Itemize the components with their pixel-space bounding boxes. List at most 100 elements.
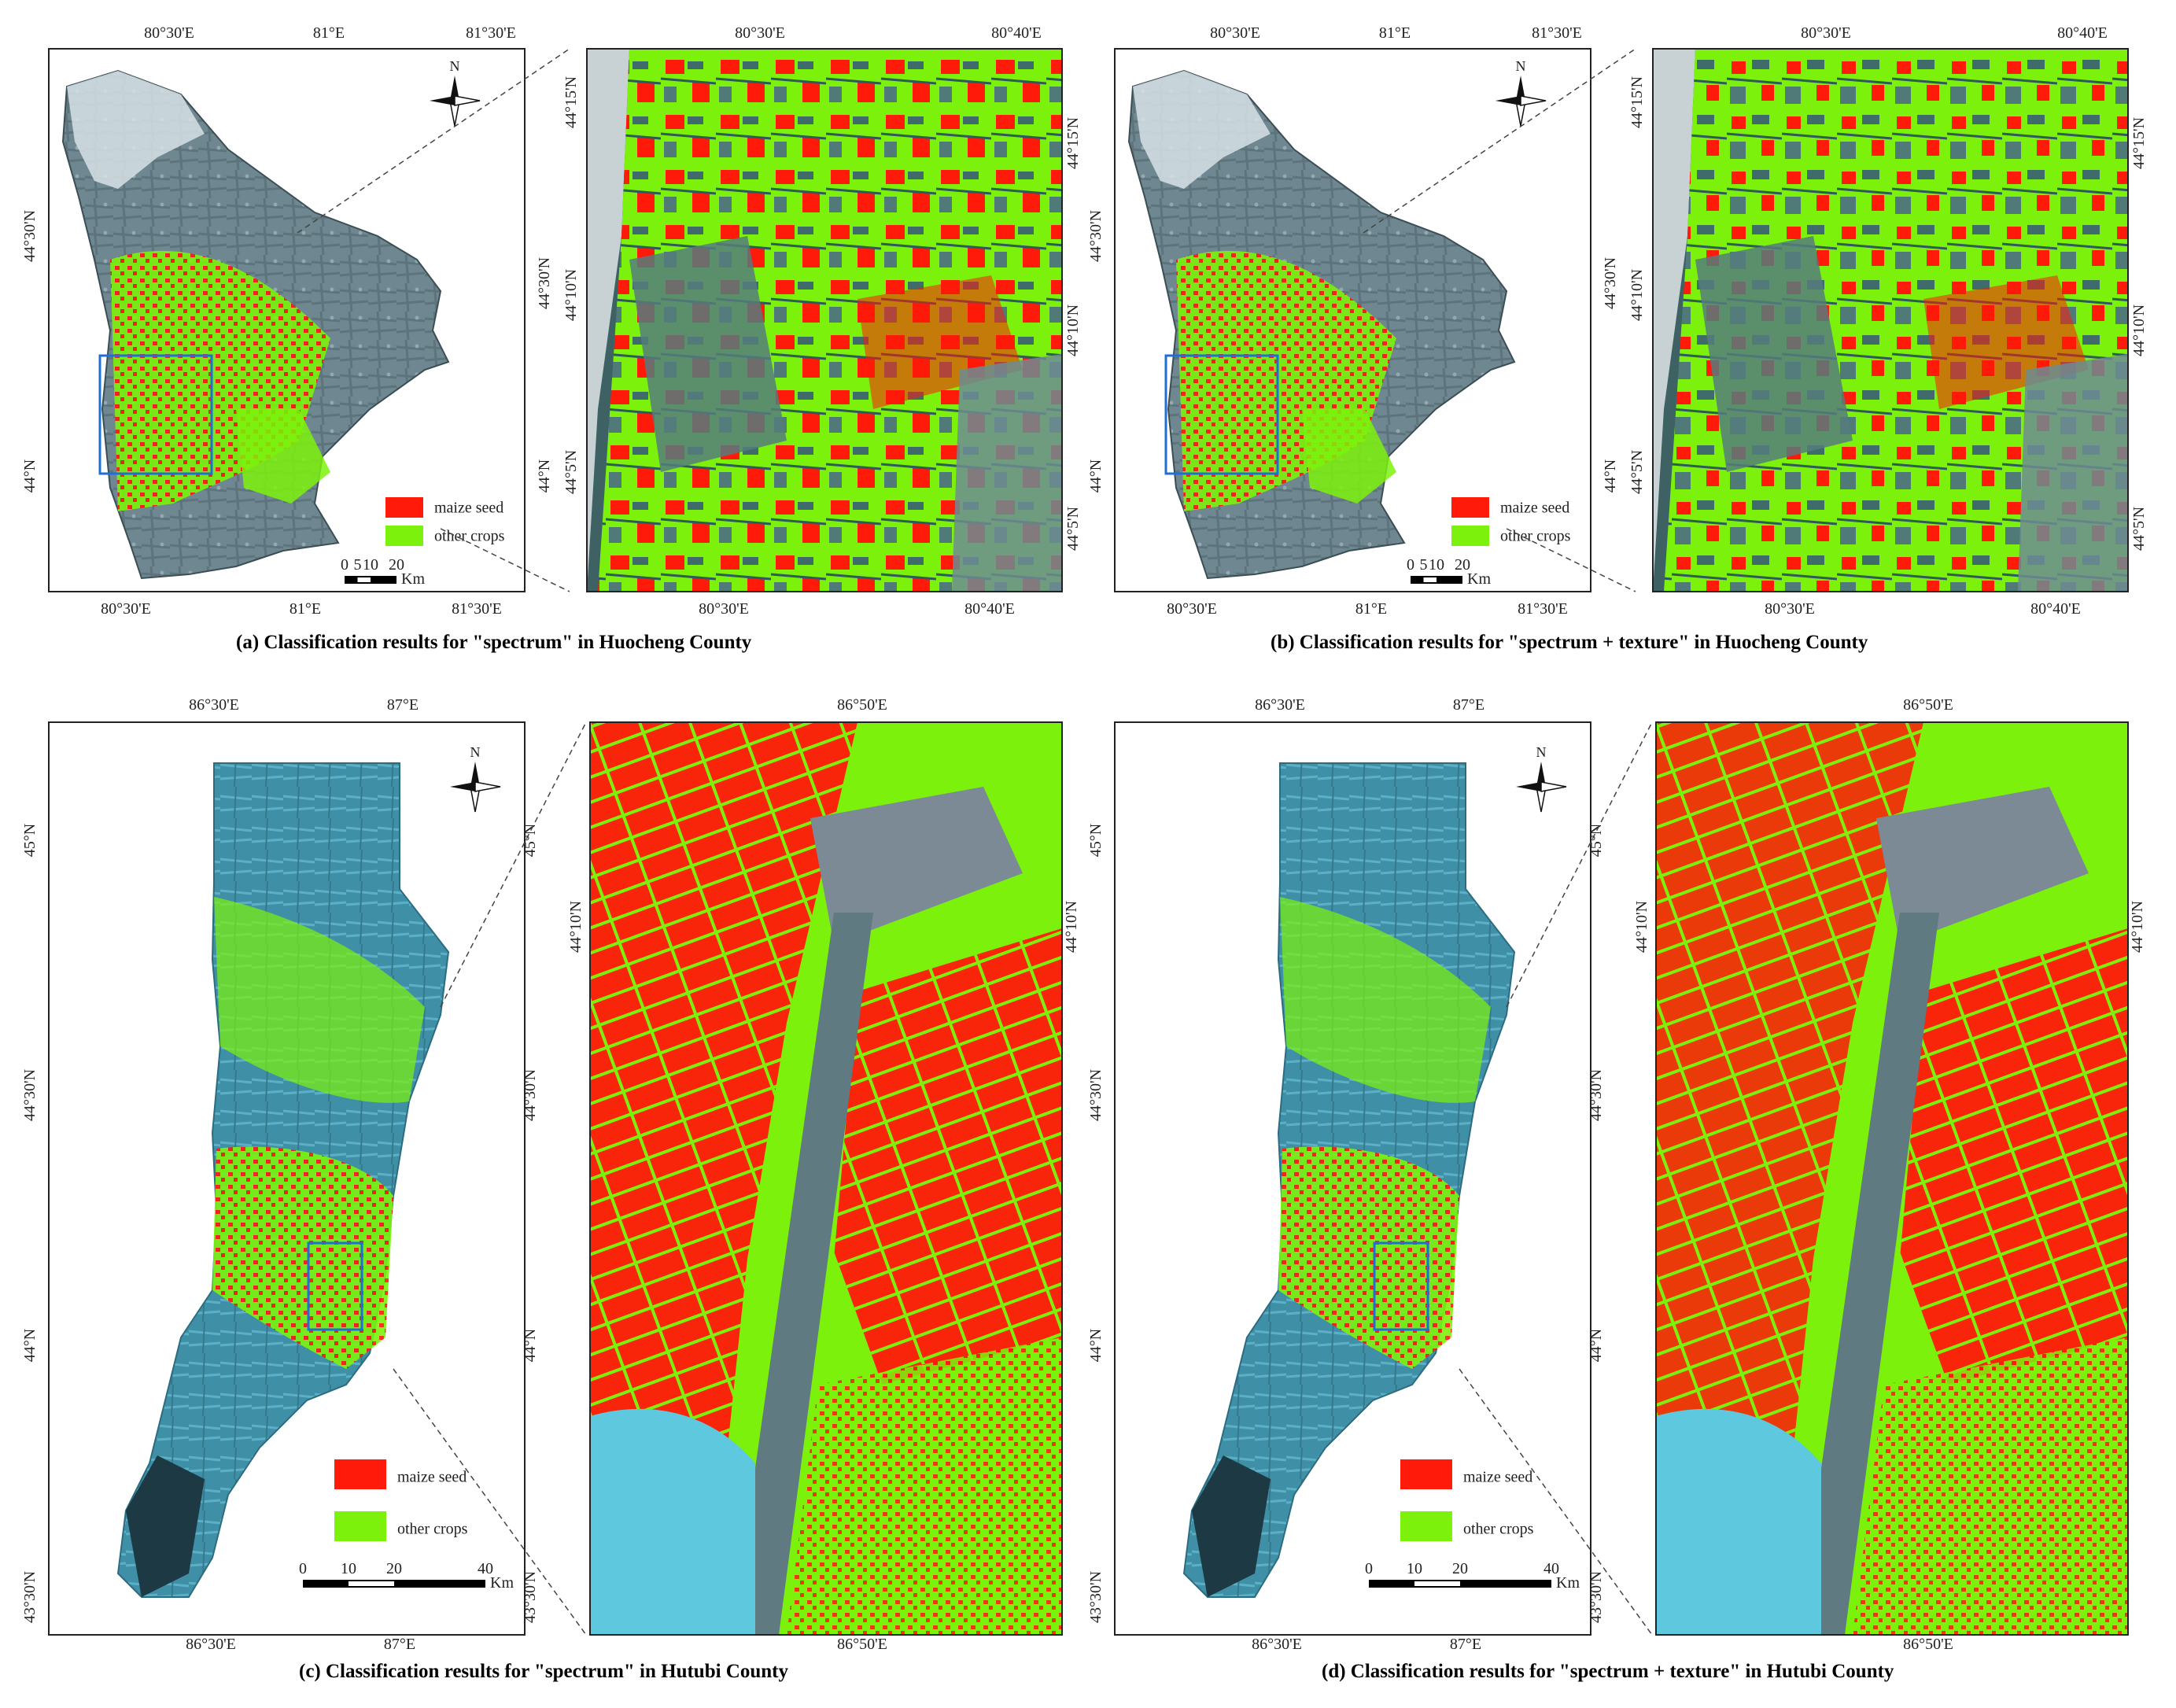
scale-unit: Km xyxy=(1467,570,1491,588)
north-arrow-east xyxy=(1520,95,1547,106)
detail-left-tick: 44°10'N xyxy=(562,269,580,321)
crop-area-overview-east xyxy=(1302,409,1396,504)
north-arrow: N xyxy=(1496,58,1547,127)
crop-area-south xyxy=(1278,1146,1459,1369)
detail-map xyxy=(1655,721,2129,1636)
north-arrow-needle xyxy=(1516,76,1525,101)
overview-right-tick: 45°N xyxy=(522,824,539,857)
legend: maize seed other crops xyxy=(1400,1459,1534,1541)
detail-river xyxy=(1798,913,1939,1635)
legend-label-maize: maize seed xyxy=(1463,1469,1532,1486)
overview-right-tick: 44°N xyxy=(1588,1329,1605,1362)
detail-border xyxy=(589,721,1063,1636)
scale-tick-label: 0 xyxy=(1365,1560,1373,1577)
north-label: N xyxy=(470,744,481,760)
scale-tick-label: 20 xyxy=(1452,1560,1468,1577)
legend-swatch-other xyxy=(1451,526,1489,546)
overview-left-tick: 44°N xyxy=(21,1329,39,1362)
overview-right-tick: 44°30'N xyxy=(536,257,553,309)
leader-line-top xyxy=(1363,48,1636,234)
north-arrow: N xyxy=(430,58,481,127)
legend-label-other: other crops xyxy=(397,1521,468,1538)
snow-area xyxy=(67,71,205,189)
overview-right-tick: 44°30'N xyxy=(1602,257,1619,309)
detail-fields-south xyxy=(787,1337,1062,1635)
detail-top-tick: 80°30'E xyxy=(735,24,785,42)
north-arrow: N xyxy=(450,744,501,813)
overview-top-tick: 87°E xyxy=(387,696,419,714)
legend-swatch-maize xyxy=(334,1459,386,1489)
crop-area-north xyxy=(1280,897,1491,1103)
overview-top-tick: 87°E xyxy=(1453,696,1484,714)
legend-label-maize: maize seed xyxy=(1500,500,1569,517)
detail-bottom-tick: 80°40'E xyxy=(964,600,1015,618)
detail-bottom-tick: 86°50'E xyxy=(837,1636,887,1653)
overview-right-tick: 43°30'N xyxy=(1588,1571,1605,1623)
overview-bottom-tick: 87°E xyxy=(384,1636,415,1653)
leader-line-bottom xyxy=(393,1368,587,1636)
scale-tick-label: 10 xyxy=(341,1560,356,1577)
detail-fields-south xyxy=(1853,1337,2128,1635)
detail-map xyxy=(1652,48,2129,592)
overview-top-tick: 81°30'E xyxy=(466,24,516,42)
detail-town xyxy=(810,787,1023,944)
scale-tick-label: 5 xyxy=(354,556,362,574)
detail-top-tick: 80°30'E xyxy=(1801,24,1851,42)
leader-line-bottom xyxy=(1506,528,1636,592)
scale-tick-label: 40 xyxy=(1543,1560,1559,1577)
detail-right-tick: 44°15'N xyxy=(2130,117,2148,169)
leader-line-top xyxy=(297,48,570,234)
zoom-box xyxy=(98,354,213,475)
legend-label-maize: maize seed xyxy=(434,500,503,517)
scale-tick-label: 0 xyxy=(299,1560,307,1577)
detail-right-tick: 44°10'N xyxy=(2129,901,2146,953)
north-arrow: N xyxy=(1516,744,1567,813)
north-label: N xyxy=(1516,58,1526,74)
scale-tick-label: 0 xyxy=(341,556,349,574)
north-arrow-east xyxy=(1540,781,1567,792)
detail-fields-east xyxy=(1900,928,2128,1385)
detail-river xyxy=(732,913,873,1635)
north-label: N xyxy=(1536,744,1547,760)
legend: maize seed other crops xyxy=(1451,497,1571,546)
caption-c: (c) Classification results for "spectrum… xyxy=(299,1661,788,1682)
overview-right-tick: 44°N xyxy=(1602,459,1619,492)
scale-tick-label: 20 xyxy=(1455,556,1470,574)
overview-top-tick: 86°30'E xyxy=(189,696,239,714)
crop-area-south xyxy=(212,1146,393,1369)
detail-gravel-zone xyxy=(629,236,787,472)
detail-border xyxy=(1652,48,2129,592)
detail-bottom-tick: 80°30'E xyxy=(1765,600,1815,618)
overview-left-tick: 44°30'N xyxy=(1087,1069,1105,1121)
scale-tick-label: 5 xyxy=(1420,556,1428,574)
overview-right-tick: 45°N xyxy=(1588,824,1605,857)
detail-top-tick: 80°40'E xyxy=(991,24,1042,42)
north-arrow-needle xyxy=(470,762,480,787)
overview-left-tick: 43°30'N xyxy=(21,1571,39,1623)
caption-d: (d) Classification results for "spectrum… xyxy=(1322,1661,1894,1682)
legend-swatch-other xyxy=(334,1511,386,1541)
detail-left-tick: 44°5'N xyxy=(1628,450,1646,494)
overview-top-tick: 81°E xyxy=(313,24,345,42)
scale-unit: Km xyxy=(401,570,425,588)
detail-bottom-tick: 80°40'E xyxy=(2030,600,2081,618)
detail-left-tick: 44°10'N xyxy=(567,901,585,953)
detail-bottom-tick: 86°50'E xyxy=(1903,1636,1953,1653)
detail-bottom-tick: 80°30'E xyxy=(699,600,749,618)
mountain-shadow xyxy=(126,1455,205,1597)
overview-bottom-tick: 81°30'E xyxy=(1518,600,1568,618)
scale-bar-segment xyxy=(349,1581,394,1586)
mountain-shadow xyxy=(1192,1455,1271,1597)
detail-map xyxy=(589,721,1063,1636)
scale-tick-label: 0 xyxy=(1407,556,1414,574)
detail-fields-west xyxy=(1656,722,1923,1635)
scale-tick-label: 10 xyxy=(1429,556,1444,574)
overview-right-tick: 44°30'N xyxy=(522,1069,539,1121)
caption-b: (b) Classification results for "spectrum… xyxy=(1271,632,1868,653)
legend: maize seed other crops xyxy=(385,497,505,546)
